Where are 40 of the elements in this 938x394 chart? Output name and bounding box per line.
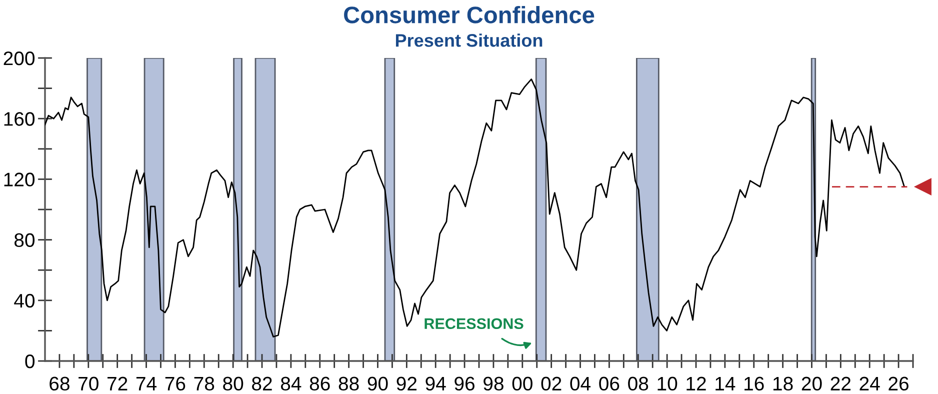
x-tick-label: 92 [396,376,417,391]
x-tick-label: 72 [108,376,128,390]
x-tick-label: 18 [773,376,793,391]
x-tick-label: 20 [802,376,822,391]
x-tick-label: 76 [165,376,186,391]
x-tick-label: 06 [599,376,620,391]
y-tick-label: 80 [14,233,35,248]
x-tick-label: 10 [658,376,678,391]
x-tick-label: 98 [484,376,504,391]
y-tick-label: 200 [4,51,35,66]
x-tick-label: 08 [628,376,648,391]
y-tick-label: 0 [25,354,35,368]
chart-title: Consumer Confidence [344,6,594,24]
y-tick-label: 40 [14,294,35,308]
x-tick-label: 26 [888,376,908,391]
x-tick-label: 86 [310,376,330,391]
y-tick-label: 160 [4,112,35,126]
x-tick-label: 88 [338,376,359,391]
x-tick-label: 02 [541,376,562,391]
x-tick-label: 16 [744,376,764,391]
x-tick-label: 74 [136,376,157,390]
x-tick-label: 00 [512,376,532,391]
x-tick-label: 78 [194,376,214,391]
x-tick-label: 22 [830,376,851,390]
x-tick-label: 24 [860,376,880,390]
annotation: RECESSIONS [424,318,524,330]
x-tick-label: 84 [280,376,302,391]
x-tick-label: 70 [78,376,98,391]
y-tick-label: 120 [4,172,35,186]
x-tick-label: 14 [716,376,736,390]
x-tick-label: 90 [368,376,388,391]
x-tick-label: 68 [50,376,70,391]
line-series [45,78,906,338]
x-tick-label: 94 [426,376,446,391]
x-tick-label: 82 [252,376,272,391]
x-tick-label: 80 [223,376,244,391]
x-tick-label: 04 [570,376,591,391]
x-tick-label: 12 [686,376,706,390]
chart-subtitle: Present Situation [396,34,542,47]
x-tick-label: 96 [454,376,474,391]
